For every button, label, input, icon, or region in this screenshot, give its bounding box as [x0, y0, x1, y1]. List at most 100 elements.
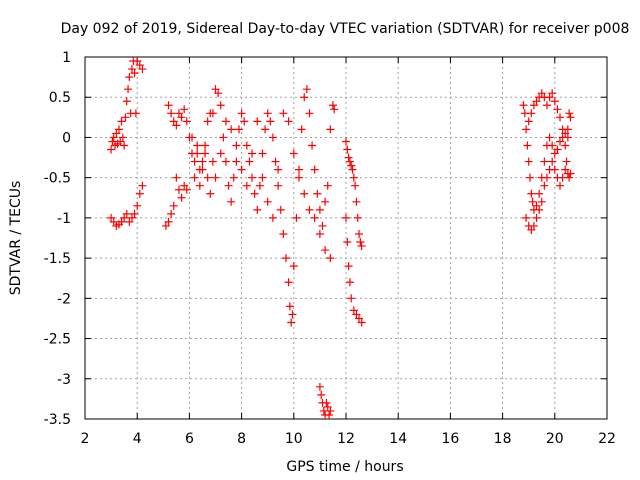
point-s5-59 — [566, 113, 575, 122]
point-s5-21 — [563, 133, 572, 142]
point-s2b-3 — [195, 181, 204, 190]
point-s1a-11 — [121, 113, 130, 122]
point-s1b-8 — [127, 213, 136, 222]
point-s4-9 — [353, 213, 362, 222]
point-s4-14 — [343, 238, 352, 247]
point-s2-28 — [214, 89, 223, 98]
point-s2-30 — [219, 133, 228, 142]
point-s5-29 — [542, 101, 551, 110]
point-s1b-11 — [135, 189, 144, 198]
point-s2b-6 — [203, 117, 212, 126]
point-s5-6 — [527, 189, 536, 198]
point-s2b-18 — [258, 173, 267, 182]
x-tick-label-6: 14 — [389, 431, 407, 447]
point-s2-66 — [308, 141, 317, 150]
chart-title: Day 092 of 2019, Sidereal Day-to-day VTE… — [61, 21, 630, 37]
point-s2-54 — [281, 254, 290, 263]
point-s2-2 — [167, 209, 176, 218]
point-s2-35 — [232, 157, 241, 166]
point-s2-41 — [248, 173, 257, 182]
point-s4-12 — [357, 242, 366, 251]
point-s4-0 — [342, 137, 350, 146]
point-s2b-15 — [242, 181, 251, 190]
point-s2-37 — [237, 109, 246, 118]
point-s1a-19 — [131, 109, 140, 118]
point-s5-7 — [528, 197, 537, 206]
point-s1a-21 — [135, 61, 144, 70]
point-s2-60 — [292, 213, 301, 222]
point-s2-62 — [297, 125, 306, 134]
point-s2b-1 — [190, 173, 199, 182]
point-s5-41 — [522, 213, 531, 222]
point-s3-6 — [323, 402, 332, 411]
point-s1a-6 — [114, 125, 123, 134]
point-s2b-26 — [300, 189, 309, 198]
point-s5-56 — [561, 165, 570, 174]
point-s4-17 — [347, 294, 356, 303]
point-s2-16 — [182, 117, 191, 126]
point-s5-30 — [545, 93, 554, 102]
point-s2-71 — [321, 197, 330, 206]
point-s2-72 — [323, 181, 332, 190]
point-s4-1 — [343, 145, 352, 154]
point-s2b-16 — [248, 149, 257, 158]
point-s1b-1 — [109, 217, 118, 226]
y-tick-label-7: 0 — [62, 130, 71, 146]
point-s2b-14 — [237, 165, 246, 174]
point-s2-0 — [161, 221, 170, 230]
x-tick-label-3: 8 — [237, 431, 246, 447]
x-tick-label-7: 16 — [441, 431, 459, 447]
point-s5-48 — [540, 181, 549, 190]
point-s4-2 — [344, 153, 353, 162]
point-s2b-13 — [232, 141, 241, 150]
point-s2b-7 — [206, 109, 215, 118]
point-s3-5 — [322, 398, 331, 407]
point-s2-48 — [266, 117, 275, 126]
point-s2b-17 — [253, 117, 262, 126]
point-s2-4 — [172, 173, 181, 182]
point-s4-20 — [355, 314, 364, 323]
point-s2-27 — [211, 85, 220, 94]
point-s1b-9 — [130, 209, 139, 218]
point-s5-25 — [532, 97, 541, 106]
point-s2-25 — [206, 189, 215, 198]
point-s2b-4 — [198, 165, 207, 174]
point-s2b-24 — [289, 149, 298, 158]
point-s2b-19 — [263, 197, 272, 206]
x-tick-label-0: 2 — [81, 431, 90, 447]
point-s2-22 — [198, 157, 207, 166]
point-s4-3 — [345, 157, 354, 166]
point-s2-75 — [330, 105, 339, 114]
point-s1a-14 — [125, 73, 134, 82]
point-s2-51 — [274, 181, 283, 190]
point-s1a-22 — [138, 65, 147, 74]
point-s2-6 — [177, 193, 186, 202]
y-tick-label-3: -2 — [57, 291, 71, 307]
point-s2-8 — [182, 185, 191, 194]
point-s2b-23 — [284, 117, 293, 126]
x-tick-label-9: 20 — [546, 431, 564, 447]
x-axis-label: GPS time / hours — [286, 459, 403, 475]
point-s2-14 — [177, 113, 186, 122]
point-s4-7 — [351, 181, 360, 190]
point-s5-24 — [529, 101, 538, 110]
point-s1a-4 — [112, 129, 121, 138]
point-s5-45 — [532, 213, 541, 222]
point-s5-10 — [535, 189, 544, 198]
point-s1a-2 — [109, 133, 118, 142]
point-s4-5 — [348, 165, 357, 174]
y-axis-label: SDTVAR / TECUs — [8, 181, 24, 296]
plot-frame — [84, 56, 608, 420]
point-s5-15 — [548, 141, 557, 150]
point-s2b-22 — [279, 109, 288, 118]
point-s2-29 — [216, 101, 225, 110]
point-s2b-10 — [216, 149, 225, 158]
point-s1b-7 — [125, 217, 134, 226]
point-s5-31 — [548, 89, 557, 98]
point-s2-46 — [261, 125, 270, 134]
y-tick-label-1: -3 — [57, 372, 71, 388]
point-s5-47 — [537, 197, 546, 206]
point-s2-44 — [255, 181, 264, 190]
point-s2-20 — [193, 141, 202, 150]
